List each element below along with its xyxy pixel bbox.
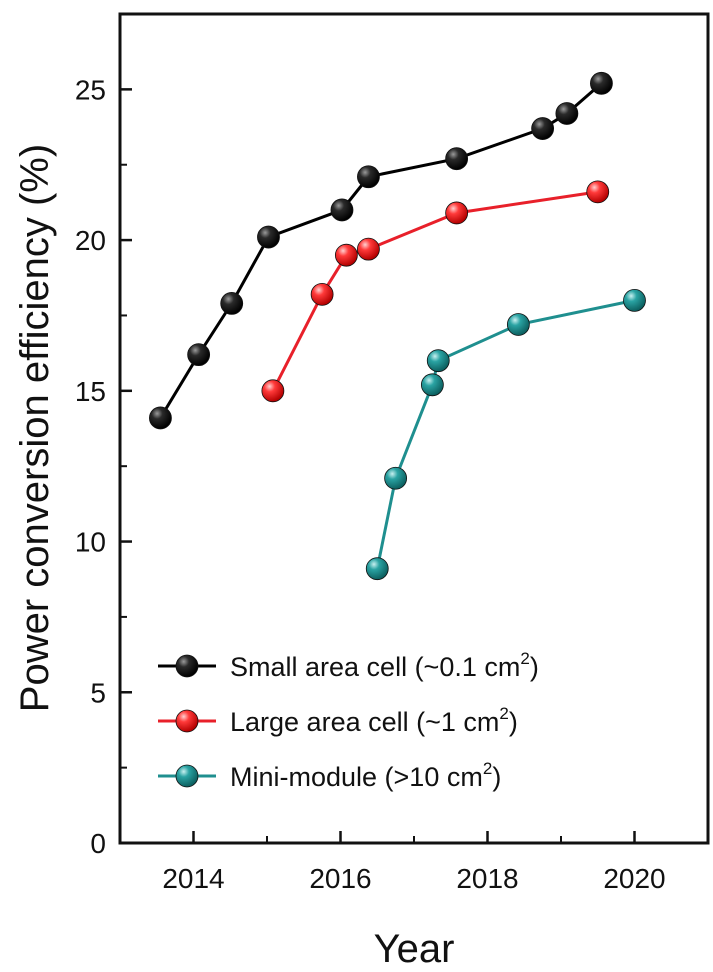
data-point <box>555 102 579 125</box>
data-point <box>365 557 389 581</box>
legend-label-end: ) <box>492 762 501 792</box>
data-point <box>334 243 358 267</box>
series-layer <box>149 71 646 581</box>
data-point <box>261 379 285 403</box>
data-point <box>420 373 444 397</box>
data-point <box>426 349 450 373</box>
data-point <box>586 180 610 204</box>
y-axis-title: Power conversion efficiency (%) <box>13 144 57 712</box>
x-axis-title: Year <box>374 927 455 971</box>
legend-marker <box>175 764 199 788</box>
y-tick-label: 10 <box>75 527 106 558</box>
data-point <box>357 237 380 261</box>
legend: Small area cell (~0.1 cm2)Large area cel… <box>158 649 539 792</box>
y-tick-label: 25 <box>75 74 106 105</box>
data-point <box>357 165 380 189</box>
y-tick-label: 20 <box>75 225 106 256</box>
legend-label-superscript: 2 <box>483 759 492 778</box>
data-point <box>149 406 172 430</box>
x-tick-label: 2016 <box>309 863 371 894</box>
data-point <box>187 343 211 367</box>
data-point <box>623 288 646 312</box>
series-line <box>271 190 598 392</box>
data-point <box>445 147 469 171</box>
data-point <box>531 117 555 140</box>
legend-label-superscript: 2 <box>520 649 529 668</box>
legend-label: Small area cell (~0.1 cm2) <box>230 649 539 682</box>
y-tick-label: 15 <box>75 376 106 407</box>
series-line <box>375 298 635 569</box>
legend-label-superscript: 2 <box>499 704 508 723</box>
legend-label: Large area cell (~1 cm2) <box>230 704 518 737</box>
data-point <box>590 71 613 95</box>
y-tick-label: 0 <box>90 828 106 859</box>
data-point <box>445 201 469 225</box>
legend-label-end: ) <box>509 707 518 737</box>
legend-label-main: Large area cell (~1 cm <box>230 707 499 737</box>
data-point <box>506 313 530 336</box>
legend-label-end: ) <box>530 652 539 682</box>
legend-label: Mini-module (>10 cm2) <box>230 759 501 792</box>
data-point <box>310 282 334 306</box>
x-tick-label: 2014 <box>162 863 224 894</box>
legend-label-main: Mini-module (>10 cm <box>230 762 483 792</box>
series-line <box>159 82 603 419</box>
data-point <box>257 225 280 249</box>
y-tick-label: 5 <box>90 677 106 708</box>
data-point <box>384 466 408 490</box>
data-point <box>220 291 244 315</box>
ticks-layer: 2014 2016 2018 2020 0 5 10 15 20 25 <box>75 74 709 894</box>
legend-marker <box>175 654 199 678</box>
data-point <box>330 198 354 222</box>
legend-label-main: Small area cell (~0.1 cm <box>230 652 520 682</box>
x-tick-label: 2020 <box>603 863 665 894</box>
x-tick-label: 2018 <box>456 863 518 894</box>
legend-marker <box>175 709 199 733</box>
